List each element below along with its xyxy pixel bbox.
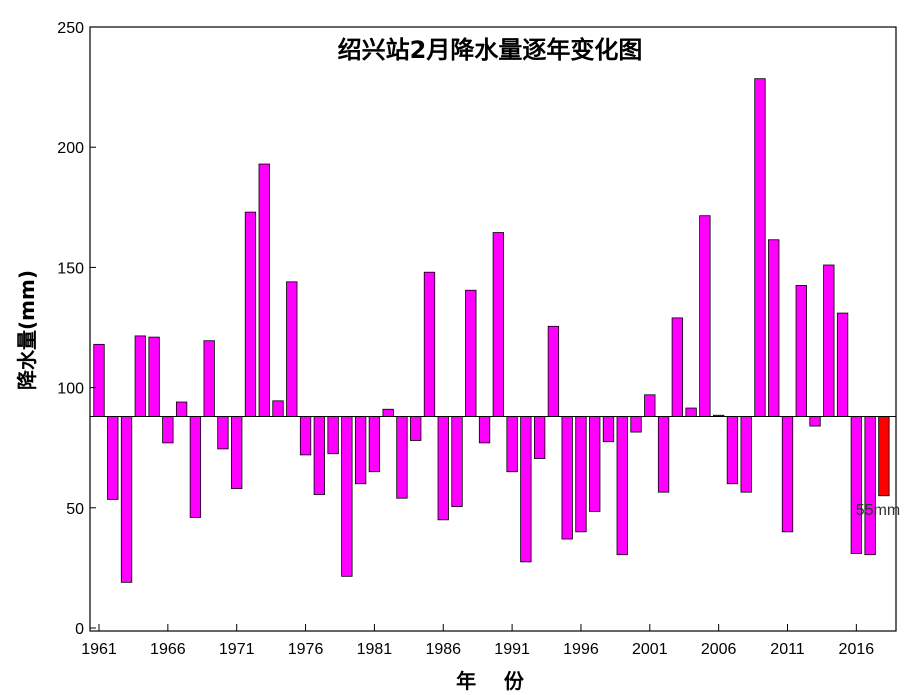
y-axis: 0 50 100 150 200 250 xyxy=(57,20,96,638)
bar-1971 xyxy=(231,416,243,489)
bar-1962 xyxy=(107,416,119,500)
bar-2008 xyxy=(740,416,752,493)
y-axis-title: 降水量(mm) xyxy=(15,270,39,390)
y-tick-label-0: 0 xyxy=(75,621,84,638)
bar-2005 xyxy=(699,215,711,417)
bar-1995 xyxy=(561,416,573,540)
bar-1977 xyxy=(313,416,325,495)
bar-2002 xyxy=(657,416,670,493)
bar-1985 xyxy=(423,271,436,417)
bar-2007 xyxy=(726,416,739,485)
bar-2018 xyxy=(878,416,890,497)
bar-1968 xyxy=(189,416,202,518)
bar-1993 xyxy=(533,416,546,459)
bar-1987 xyxy=(451,416,463,508)
x-tick-label-1961: 1961 xyxy=(81,641,117,658)
bar-2012 xyxy=(795,285,807,417)
bar-2014 xyxy=(823,264,835,417)
bar-1998 xyxy=(602,416,615,443)
bar-1976 xyxy=(299,416,312,456)
x-tick-label-1966: 1966 xyxy=(150,641,186,658)
annotation-label: 55mm xyxy=(856,502,900,519)
bar-1961 xyxy=(93,343,105,417)
bar-1969 xyxy=(203,340,215,417)
x-tick-label-1986: 1986 xyxy=(425,641,461,658)
x-tick-label-1991: 1991 xyxy=(494,641,530,658)
bar-2000 xyxy=(630,416,642,433)
bars-group xyxy=(93,78,890,583)
bar-2017 xyxy=(864,416,876,556)
bar-1997 xyxy=(589,416,601,512)
bar-2016 xyxy=(850,416,862,554)
x-axis: 1961 1966 1971 1976 1981 1986 1991 1996 2001 2006… xyxy=(81,624,874,658)
bar-1988 xyxy=(465,289,477,417)
bar-1984 xyxy=(410,416,422,441)
bar-1972 xyxy=(244,211,257,417)
x-axis-title: 年 份 xyxy=(456,669,525,693)
bar-1974 xyxy=(272,400,284,417)
x-tick-label-1996: 1996 xyxy=(563,641,599,658)
y-tick-label-200: 200 xyxy=(57,140,84,157)
bar-1991 xyxy=(506,416,518,473)
bar-2011 xyxy=(781,416,794,533)
chart-title: 绍兴站2月降水量逐年变化图 xyxy=(338,36,643,64)
x-tick-label-1981: 1981 xyxy=(357,641,393,658)
y-tick-label-250: 250 xyxy=(57,20,84,37)
x-tick-label-2001: 2001 xyxy=(632,641,668,658)
bar-1973 xyxy=(258,163,270,417)
y-tick-label-150: 150 xyxy=(57,260,84,277)
bar-1967 xyxy=(175,401,188,417)
bar-1963 xyxy=(120,416,133,583)
bar-1965 xyxy=(148,336,160,417)
x-tick-label-2011: 2011 xyxy=(770,641,805,658)
bar-2001 xyxy=(644,394,656,417)
y-tick-label-50: 50 xyxy=(66,501,84,518)
bar-1975 xyxy=(286,281,298,417)
bar-2004 xyxy=(685,407,697,417)
x-tick-label-1976: 1976 xyxy=(288,641,324,658)
x-tick-label-2016: 2016 xyxy=(839,641,875,658)
bar-1994 xyxy=(547,325,560,417)
bar-1986 xyxy=(437,416,449,521)
bar-1996 xyxy=(575,416,587,533)
bar-1979 xyxy=(341,416,353,577)
bar-1992 xyxy=(520,416,532,563)
y-tick-label-100: 100 xyxy=(57,381,84,398)
bar-1982 xyxy=(382,408,394,417)
x-tick-label-2006: 2006 xyxy=(701,641,737,658)
bar-1981 xyxy=(368,416,381,473)
bar-2009 xyxy=(754,78,766,417)
bar-1999 xyxy=(616,416,628,556)
bar-2010 xyxy=(768,239,780,417)
bar-1970 xyxy=(217,416,229,450)
bar-1966 xyxy=(162,416,174,444)
bar-2013 xyxy=(809,416,821,427)
bar-1980 xyxy=(354,416,367,485)
bar-1978 xyxy=(327,416,339,455)
bar-1989 xyxy=(478,416,491,444)
bar-1964 xyxy=(134,335,146,417)
x-tick-label-1971: 1971 xyxy=(219,641,255,658)
bar-1983 xyxy=(396,416,408,499)
bar-1990 xyxy=(492,232,504,417)
bar-2003 xyxy=(671,317,683,417)
bar-2015 xyxy=(836,312,849,417)
